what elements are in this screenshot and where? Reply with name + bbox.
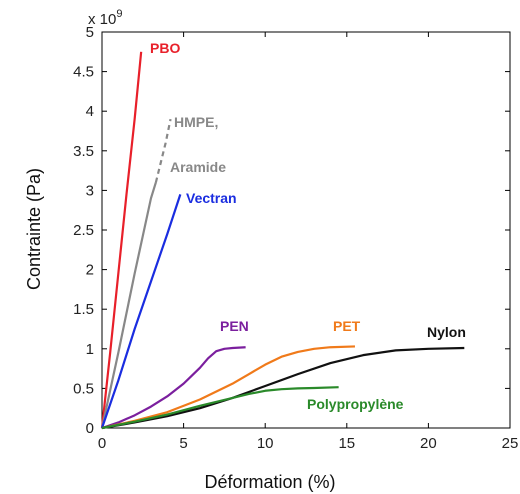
series-label-nylon: Nylon xyxy=(427,324,466,340)
x-tick-label: 10 xyxy=(257,435,274,452)
y-tick-label: 1 xyxy=(86,341,94,358)
x-tick-label: 25 xyxy=(502,435,519,452)
y-tick-label: 1.5 xyxy=(73,301,94,318)
series-label-pet: PET xyxy=(333,318,361,334)
y-axis-ticks: 0 0.5 1 1.5 2 2.5 3 3.5 4 4.5 5 xyxy=(73,24,510,437)
y-axis-title: Contrainte (Pa) xyxy=(24,168,44,290)
y-tick-label: 4.5 xyxy=(73,64,94,81)
plot-area xyxy=(101,31,511,429)
y-tick-label: 5 xyxy=(86,24,94,41)
series-label-pen: PEN xyxy=(220,318,249,334)
y-tick-label: 0.5 xyxy=(73,380,94,397)
series-layer xyxy=(100,51,465,430)
series-line-vectran xyxy=(100,194,182,429)
y-tick-label: 2 xyxy=(86,262,94,279)
y-tick-label: 3 xyxy=(86,182,94,199)
series-label-vectran: Vectran xyxy=(186,190,237,206)
series-line-pet xyxy=(101,345,355,430)
x-tick-label: 15 xyxy=(338,435,355,452)
series-line-hmpe xyxy=(100,182,157,429)
y-tick-label: 3.5 xyxy=(73,143,94,160)
series-line-polypropyl-ne xyxy=(101,386,339,430)
y-multiplier: x 109 xyxy=(88,8,122,28)
x-tick-label: 20 xyxy=(420,435,437,452)
series-line-nylon xyxy=(101,346,465,430)
series-line-pen xyxy=(101,346,246,430)
y-tick-label: 4 xyxy=(86,103,94,120)
y-tick-label: 2.5 xyxy=(73,222,94,239)
y-multiplier-exponent: 9 xyxy=(116,8,122,20)
series-label-aramide: Aramide xyxy=(170,159,226,175)
series-line-pbo xyxy=(100,51,143,429)
series-labels: PBO HMPE, Aramide Vectran PEN PET Nylon Polypro… xyxy=(150,40,466,412)
plot-frame xyxy=(101,31,511,429)
y-tick-label: 0 xyxy=(86,420,94,437)
x-tick-label: 5 xyxy=(179,435,187,452)
series-label-hmpe: HMPE, xyxy=(174,114,218,130)
series-label-polypropyl-ne: Polypropylène xyxy=(307,396,404,412)
series-label-pbo: PBO xyxy=(150,40,180,56)
x-axis-title: Déformation (%) xyxy=(204,472,335,492)
x-tick-label: 0 xyxy=(98,435,106,452)
series-line-hmpe-dashed xyxy=(154,118,172,183)
y-multiplier-base: x 10 xyxy=(88,11,116,28)
x-axis-ticks: 0 5 10 15 20 25 xyxy=(98,32,519,452)
